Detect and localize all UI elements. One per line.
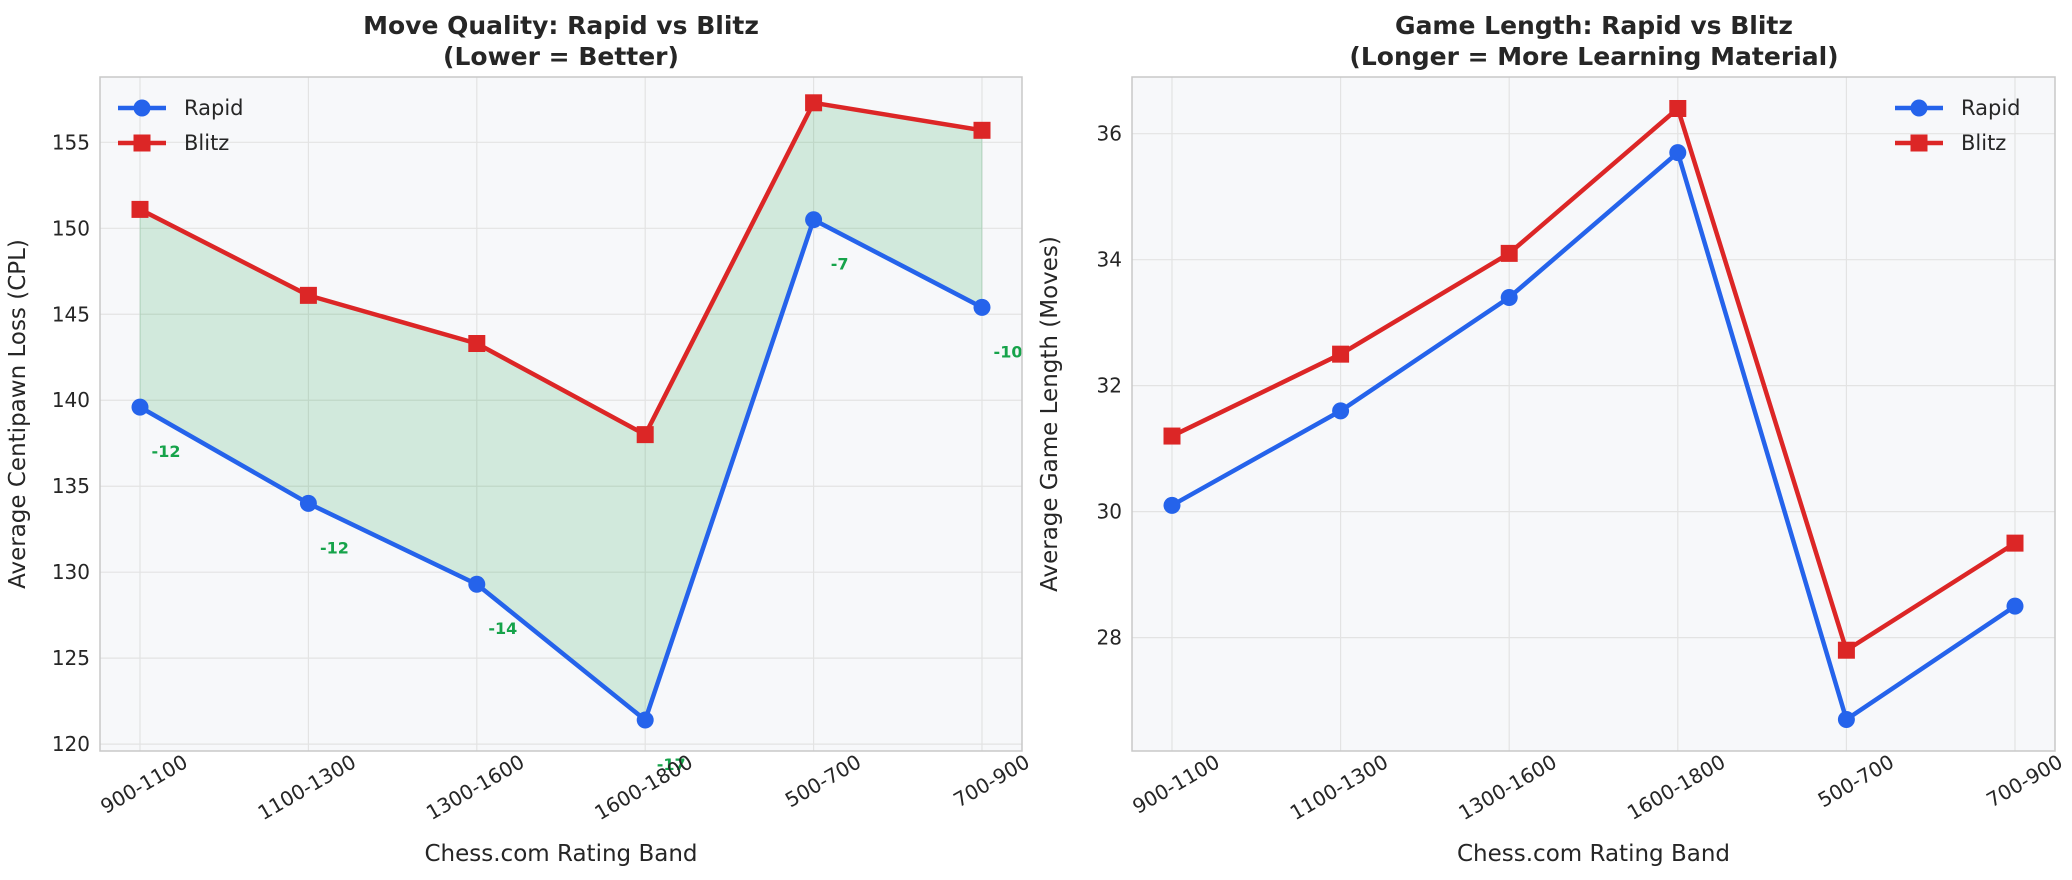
x-tick-label: 900-1100 — [96, 750, 191, 819]
data-point-blitz — [468, 335, 486, 353]
x-axis-label: Chess.com Rating Band — [424, 841, 697, 867]
difference-label: -10 — [994, 342, 1023, 361]
data-point-rapid — [299, 494, 317, 512]
y-tick-label: 36 — [1097, 122, 1122, 146]
x-tick-label: 500-700 — [781, 750, 865, 813]
x-tick-label: 1100-1300 — [254, 750, 360, 825]
x-tick-label: 500-700 — [1814, 750, 1898, 813]
data-point-rapid — [1500, 288, 1518, 306]
chart-title: Game Length: Rapid vs Blitz — [1395, 11, 1793, 40]
legend-label: Blitz — [184, 131, 229, 155]
data-point-blitz — [1500, 244, 1518, 262]
series-line-rapid — [1170, 150, 2017, 722]
data-point-rapid — [1837, 711, 1855, 729]
data-point-rapid — [1332, 402, 1350, 420]
legend-marker — [133, 134, 151, 152]
x-tick-label: 700-900 — [949, 750, 1033, 813]
x-tick-label: 1100-1300 — [1286, 750, 1392, 825]
data-point-blitz — [636, 426, 654, 444]
data-point-blitz — [973, 121, 991, 139]
data-point-rapid — [636, 711, 654, 729]
difference-label: -17 — [657, 755, 686, 774]
data-point-blitz — [131, 200, 149, 218]
data-point-rapid — [468, 575, 486, 593]
chart-panel-1: -12 -12 -14 -17 -7 -10 120 125 130 135 140 145 150 15… — [5, 11, 1034, 867]
x-tick-label: 1600-1800 — [590, 750, 696, 825]
x-tick-label: 700-900 — [1982, 750, 2066, 813]
legend-marker — [133, 99, 151, 117]
x-axis-label: Chess.com Rating Band — [1457, 841, 1730, 867]
difference-label: -12 — [320, 538, 349, 557]
series-line-blitz — [1171, 106, 2017, 653]
y-tick-label: 34 — [1097, 248, 1122, 272]
y-tick-label: 130 — [52, 560, 90, 584]
y-tick-label: 28 — [1097, 626, 1122, 650]
chart-title: (Longer = More Learning Material) — [1349, 42, 1838, 71]
y-tick-label: 125 — [52, 646, 90, 670]
data-point-blitz — [1837, 641, 1855, 659]
y-tick-label: 155 — [52, 130, 90, 154]
legend: Rapid Blitz — [1895, 96, 2021, 155]
legend-marker — [1910, 134, 1928, 152]
data-point-rapid — [2006, 597, 2024, 615]
data-point-blitz — [805, 94, 823, 112]
legend: Rapid Blitz — [118, 96, 244, 155]
y-tick-label: 140 — [52, 388, 90, 412]
chart-panel-2: 28 30 32 34 36 900-1100 1100-1300 1300-1600 1600… — [1037, 11, 2067, 867]
plot-frame — [99, 76, 1023, 752]
difference-label: -7 — [831, 255, 849, 274]
legend-label: Rapid — [1961, 96, 2021, 120]
data-point-rapid — [1669, 144, 1687, 162]
legend-label: Blitz — [1961, 131, 2006, 155]
series-line-rapid — [138, 217, 984, 723]
data-point-blitz — [1163, 427, 1181, 445]
x-tick-label: 1600-1800 — [1623, 750, 1729, 825]
y-tick-label: 32 — [1097, 374, 1122, 398]
chart-title: Move Quality: Rapid vs Blitz — [363, 11, 759, 40]
chart-title: (Lower = Better) — [443, 42, 679, 71]
x-tick-label: 1300-1600 — [1454, 750, 1560, 825]
data-point-blitz — [1332, 345, 1350, 363]
data-point-rapid — [973, 298, 991, 316]
data-point-rapid — [131, 398, 149, 416]
y-axis-label: Average Game Length (Moves) — [1037, 236, 1063, 592]
y-axis-label: Average Centipawn Loss (CPL) — [5, 239, 31, 589]
legend-label: Rapid — [184, 96, 244, 120]
y-tick-label: 135 — [52, 474, 90, 498]
x-tick-label: 1300-1600 — [422, 750, 528, 825]
plot-area — [100, 77, 1022, 751]
data-point-rapid — [805, 211, 823, 229]
plot-frame — [1131, 76, 2056, 752]
data-point-blitz — [299, 286, 317, 304]
legend-marker — [1910, 99, 1928, 117]
difference-label: -14 — [488, 619, 517, 638]
data-point-blitz — [1669, 99, 1687, 117]
y-tick-label: 120 — [52, 732, 90, 756]
y-tick-label: 145 — [52, 302, 90, 326]
data-point-rapid — [1163, 496, 1181, 514]
plot-area — [1132, 77, 2055, 751]
difference-label: -12 — [152, 442, 181, 461]
data-point-blitz — [2006, 534, 2024, 552]
y-tick-label: 150 — [52, 216, 90, 240]
y-tick-label: 30 — [1097, 500, 1122, 524]
series-line-blitz — [138, 100, 983, 437]
x-tick-label: 900-1100 — [1128, 750, 1223, 819]
